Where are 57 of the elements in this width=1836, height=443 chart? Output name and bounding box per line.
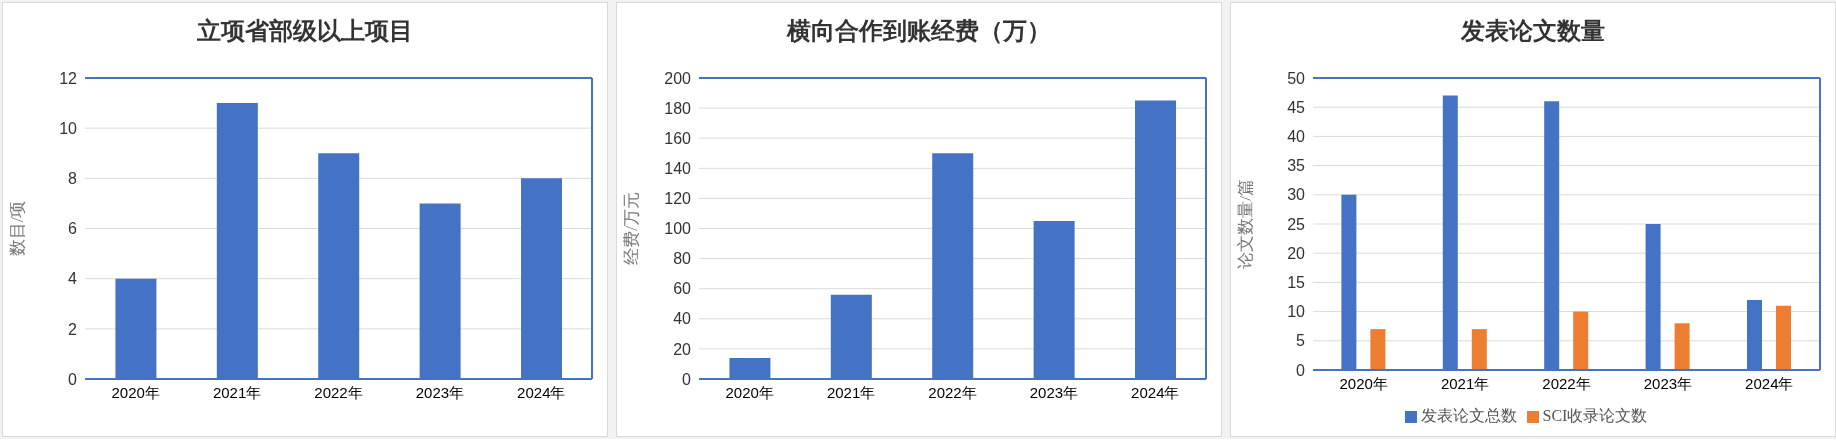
x-tick-label: 2022年 xyxy=(928,383,977,401)
x-tick-label: 2020年 xyxy=(1339,374,1388,392)
y-tick-label: 80 xyxy=(673,250,692,268)
y-tick-label: 40 xyxy=(673,310,692,328)
y-tick-label: 20 xyxy=(1287,244,1306,262)
legend-label: SCI收录论文数 xyxy=(1542,407,1648,424)
y-tick-label: 20 xyxy=(673,340,692,358)
y-tick-label: 180 xyxy=(664,99,692,117)
y-tick-label: 25 xyxy=(1287,215,1306,233)
bar xyxy=(1370,329,1386,370)
y-tick-label: 12 xyxy=(59,69,78,87)
x-tick-label: 2024年 xyxy=(1131,383,1180,401)
y-tick-label: 160 xyxy=(664,129,692,147)
y-tick-label: 6 xyxy=(68,220,78,238)
y-tick-label: 15 xyxy=(1287,274,1306,292)
legend-label: 发表论文总数 xyxy=(1420,407,1517,424)
y-axis-title: 数目/项 xyxy=(8,200,28,257)
y-tick-label: 0 xyxy=(68,370,78,388)
x-tick-label: 2022年 xyxy=(1542,374,1591,392)
bar xyxy=(1573,311,1589,370)
y-tick-label: 4 xyxy=(68,270,78,288)
x-tick-label: 2023年 xyxy=(1643,374,1693,392)
y-tick-label: 45 xyxy=(1287,98,1306,116)
y-tick-label: 5 xyxy=(1296,332,1306,350)
y-tick-label: 30 xyxy=(1287,186,1306,204)
y-tick-label: 0 xyxy=(682,370,692,388)
y-tick-label: 50 xyxy=(1287,69,1306,87)
x-tick-label: 2021年 xyxy=(212,383,262,401)
bar xyxy=(1775,305,1791,370)
y-tick-label: 200 xyxy=(664,69,692,87)
x-tick-label: 2023年 xyxy=(415,383,465,401)
y-tick-label: 8 xyxy=(68,170,78,188)
y-tick-label: 2 xyxy=(68,320,78,338)
x-tick-label: 2024年 xyxy=(1745,374,1794,392)
x-tick-label: 2024年 xyxy=(517,383,566,401)
x-tick-label: 2020年 xyxy=(111,383,160,401)
y-tick-label: 10 xyxy=(59,119,78,137)
y-axis-title: 经费/万元 xyxy=(622,192,642,265)
y-tick-label: 0 xyxy=(1296,361,1306,379)
x-tick-label: 2021年 xyxy=(826,383,876,401)
x-tick-label: 2022年 xyxy=(314,383,363,401)
y-tick-label: 140 xyxy=(664,159,692,177)
x-tick-label: 2023年 xyxy=(1029,383,1079,401)
y-tick-label: 10 xyxy=(1287,303,1306,321)
bar xyxy=(1674,323,1690,370)
chart-title: 横向合作到账经费（万） xyxy=(785,17,1052,46)
chart-title: 发表论文数量 xyxy=(1459,17,1606,46)
y-tick-label: 40 xyxy=(1287,128,1306,146)
y-tick-label: 60 xyxy=(673,280,692,298)
x-tick-label: 2021年 xyxy=(1440,374,1490,392)
y-tick-label: 100 xyxy=(664,220,692,238)
bar xyxy=(1471,329,1487,370)
y-tick-label: 120 xyxy=(664,190,692,208)
chart-title: 立项省部级以上项目 xyxy=(196,17,414,46)
y-tick-label: 35 xyxy=(1287,157,1306,175)
x-tick-label: 2020年 xyxy=(725,383,774,401)
y-axis-title: 论文数量/篇 xyxy=(1236,179,1256,269)
